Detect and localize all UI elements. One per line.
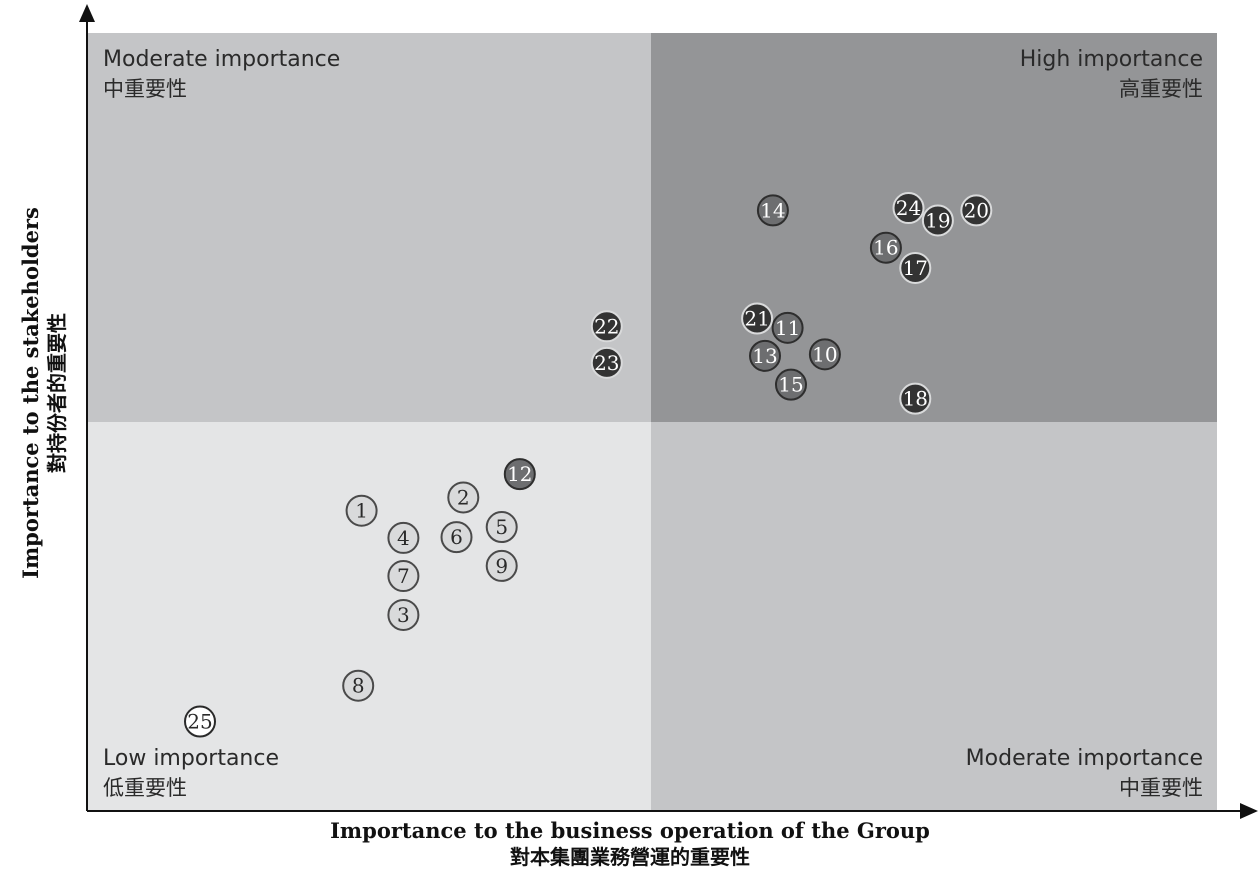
point-label: 16: [873, 236, 898, 260]
point-label: 24: [896, 196, 921, 220]
x-axis-title-zh: 對本集團業務營運的重要性: [510, 845, 750, 869]
point-marker: [590, 310, 623, 343]
point-marker: [741, 302, 774, 335]
point-24: 24: [892, 192, 925, 225]
y-axis-title: Importance to the stakeholders 對持份者的重要性: [18, 143, 70, 643]
point-label: 22: [594, 314, 619, 338]
quadrant-label-top-left: Moderate importance: [103, 47, 340, 72]
quadrant-label-zh-bottom-right: 中重要性: [1119, 776, 1203, 800]
quadrant-label-zh-top-left: 中重要性: [103, 77, 187, 101]
point-17: 17: [899, 251, 932, 284]
point-label: 18: [903, 387, 928, 411]
point-label: 4: [397, 526, 410, 550]
point-19: 19: [921, 204, 954, 237]
quadrant-label-zh-top-right: 高重要性: [1119, 77, 1203, 101]
point-marker: [387, 521, 420, 554]
point-marker: [485, 511, 518, 544]
point-7: 7: [387, 560, 420, 593]
point-label: 8: [352, 674, 365, 698]
point-label: 1: [355, 499, 368, 523]
point-6: 6: [440, 521, 473, 554]
y-axis-arrow: [79, 4, 95, 22]
point-marker: [485, 549, 518, 582]
point-label: 9: [495, 554, 508, 578]
point-label: 5: [495, 515, 508, 539]
point-label: 10: [812, 342, 837, 366]
point-11: 11: [771, 311, 804, 344]
point-marker: [774, 368, 807, 401]
point-21: 21: [741, 302, 774, 335]
point-10: 10: [808, 338, 841, 371]
point-label: 17: [903, 256, 928, 280]
point-4: 4: [387, 521, 420, 554]
point-label: 19: [925, 208, 950, 232]
point-label: 23: [594, 351, 619, 375]
point-label: 21: [744, 307, 769, 331]
point-9: 9: [485, 549, 518, 582]
x-axis-title: Importance to the business operation of …: [0, 818, 1260, 870]
point-label: 2: [457, 485, 470, 509]
quadrant-top-left: [87, 33, 651, 422]
point-label: 7: [397, 564, 410, 588]
point-5: 5: [485, 511, 518, 544]
quadrant-label-zh-bottom-left: 低重要性: [103, 776, 187, 800]
point-marker: [447, 481, 480, 514]
point-marker: [771, 311, 804, 344]
point-marker: [899, 382, 932, 415]
point-marker: [808, 338, 841, 371]
point-marker: [345, 494, 378, 527]
point-marker: [342, 669, 375, 702]
point-marker: [590, 346, 623, 379]
point-label: 11: [775, 316, 800, 340]
point-label: 6: [450, 525, 463, 549]
quadrant-bottom-left: [87, 422, 651, 811]
point-marker: [440, 521, 473, 554]
x-axis-title-en: Importance to the business operation of …: [330, 818, 930, 843]
point-22: 22: [590, 310, 623, 343]
point-marker: [387, 560, 420, 593]
quadrant-label-top-right: High importance: [1020, 47, 1203, 72]
quadrant-label-bottom-left: Low importance: [103, 746, 279, 771]
x-axis-arrow: [1240, 803, 1258, 819]
point-label: 13: [752, 344, 777, 368]
y-axis-title-en: Importance to the stakeholders: [18, 207, 43, 579]
point-marker: [960, 194, 993, 227]
point-marker: [387, 598, 420, 631]
point-14: 14: [756, 194, 789, 227]
quadrant-bottom-right: [651, 422, 1217, 811]
point-12: 12: [503, 458, 536, 491]
point-13: 13: [749, 339, 781, 372]
y-axis-title-zh: 對持份者的重要性: [45, 313, 69, 473]
point-marker: [921, 204, 954, 237]
point-23: 23: [590, 346, 623, 379]
point-marker: [749, 339, 781, 372]
point-3: 3: [387, 598, 420, 631]
point-label: 20: [964, 198, 989, 222]
point-marker: [184, 705, 216, 738]
point-marker: [756, 194, 789, 227]
point-marker: [892, 192, 925, 225]
point-16: 16: [869, 231, 902, 264]
point-25: 25: [184, 705, 216, 738]
point-2: 2: [447, 481, 480, 514]
point-marker: [899, 251, 932, 284]
point-8: 8: [342, 669, 375, 702]
point-label: 12: [507, 462, 532, 486]
point-marker: [869, 231, 902, 264]
point-marker: [503, 458, 536, 491]
point-label: 14: [760, 198, 785, 222]
point-20: 20: [960, 194, 993, 227]
point-1: 1: [345, 494, 378, 527]
point-label: 15: [778, 373, 803, 397]
point-15: 15: [774, 368, 807, 401]
point-18: 18: [899, 382, 932, 415]
point-label: 3: [397, 603, 410, 627]
quadrant-label-bottom-right: Moderate importance: [966, 746, 1203, 771]
point-label: 25: [187, 710, 212, 734]
